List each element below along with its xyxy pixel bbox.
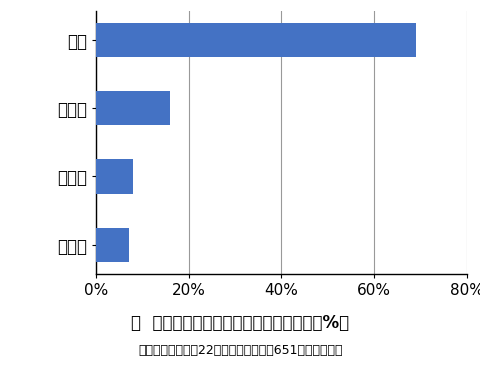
Bar: [96, 228, 128, 262]
Text: 図  フグによる食中毒の原因施設の比率（%）: 図 フグによる食中毒の原因施設の比率（%）: [131, 314, 349, 332]
Bar: [96, 23, 415, 57]
Bar: [96, 91, 170, 125]
Text: （平成元年～平成22年、総発生件数：651件（注１））: （平成元年～平成22年、総発生件数：651件（注１））: [138, 344, 342, 357]
Bar: [96, 160, 133, 193]
